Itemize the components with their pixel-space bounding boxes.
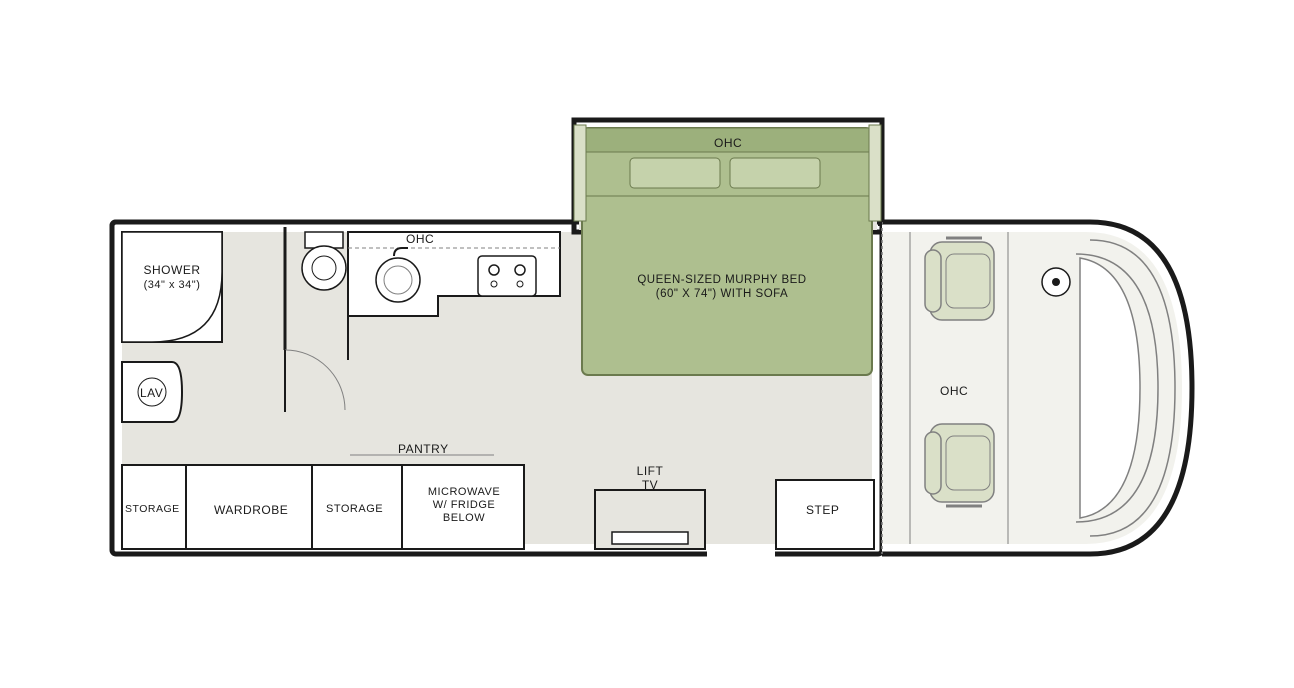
shower-label: SHOWER (34" x 34")	[132, 263, 212, 293]
murphy-bed	[574, 125, 881, 375]
step-label: STEP	[806, 503, 839, 517]
passenger-seat-icon	[925, 424, 994, 506]
ohc-bed-label: OHC	[714, 136, 742, 150]
floorplan-svg	[0, 0, 1294, 688]
ohc-cab-label: OHC	[940, 384, 968, 398]
storage2-label: STORAGE	[326, 503, 383, 516]
bed-label: QUEEN-SIZED MURPHY BED (60" X 74") WITH …	[602, 274, 842, 302]
lav-label: LAV	[140, 386, 163, 400]
driver-seat-icon	[925, 238, 994, 320]
ohc-kitchen-label: OHC	[406, 232, 434, 246]
pantry-label: PANTRY	[398, 442, 449, 456]
storage1-label: STORAGE	[125, 503, 180, 516]
toilet-fixture	[302, 232, 346, 290]
wardrobe-label: WARDROBE	[214, 503, 288, 517]
sink-icon	[376, 258, 420, 302]
lifttv-label: LIFT TV	[634, 464, 666, 493]
cooktop-icon	[478, 256, 536, 296]
microwave-label: MICROWAVE W/ FRIDGE BELOW	[414, 486, 514, 526]
